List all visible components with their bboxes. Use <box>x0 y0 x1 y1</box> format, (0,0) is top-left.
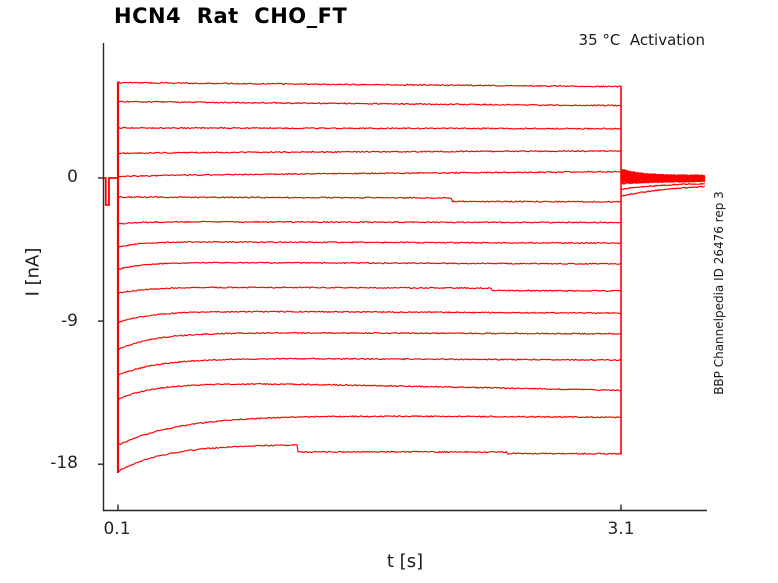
y-axis-label: I [nA] <box>22 247 44 297</box>
current-trace-14 <box>117 415 622 446</box>
y-tick-label-neg18: -18 <box>50 453 78 473</box>
x-tick-label-3p1: 3.1 <box>607 519 635 539</box>
current-trace-4 <box>117 170 622 178</box>
tail-trace-1 <box>620 185 706 198</box>
current-trace-15 <box>117 443 621 473</box>
tail-band-11 <box>620 180 706 185</box>
current-trace-6 <box>117 220 621 225</box>
channelpedia-id-note: BBP Channelpedia ID 26476 rep 3 <box>712 191 726 395</box>
current-trace-13 <box>117 382 622 400</box>
x-axis-label: t [s] <box>386 551 424 572</box>
figure-title: HCN4 Rat CHO_FT <box>114 4 348 28</box>
y-tick-label-neg9: -9 <box>61 311 78 331</box>
current-trace-0 <box>117 81 622 88</box>
tail-trace-0 <box>620 182 705 191</box>
temperature-protocol-label: 35 °C Activation <box>578 31 705 49</box>
y-tick-label-0: 0 <box>67 167 78 187</box>
current-trace-2 <box>117 126 622 130</box>
current-trace-12 <box>117 357 622 376</box>
current-trace-1 <box>117 100 622 107</box>
baseline-trace <box>103 177 118 206</box>
current-trace-7 <box>117 240 622 249</box>
current-trace-3 <box>117 149 622 155</box>
axes-lines <box>102 43 707 512</box>
current-trace-10 <box>117 310 622 324</box>
current-trace-11 <box>117 331 622 351</box>
current-trace-9 <box>117 286 622 294</box>
x-tick-label-0p1: 0.1 <box>103 519 131 539</box>
current-trace-5 <box>117 195 622 204</box>
current-trace-8 <box>117 261 622 271</box>
